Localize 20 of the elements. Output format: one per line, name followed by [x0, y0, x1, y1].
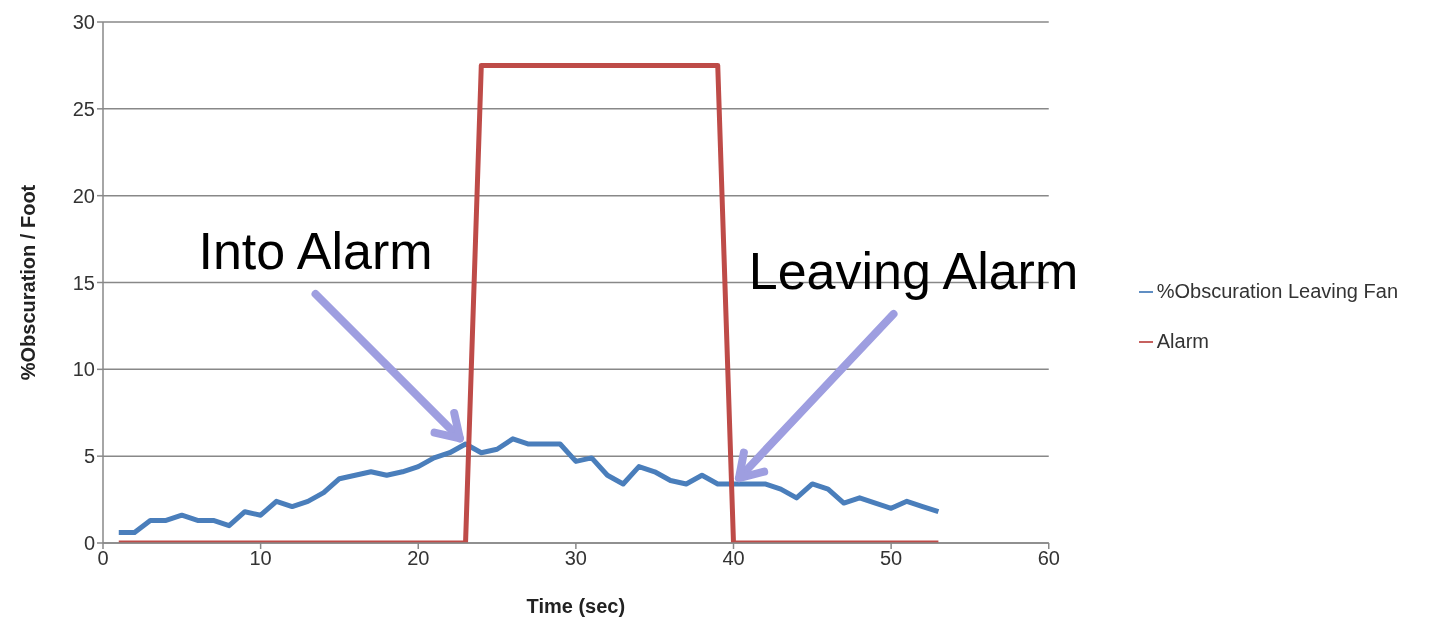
- x-tick-label: 20: [407, 547, 430, 570]
- y-tick-label: 30: [72, 11, 95, 34]
- x-axis-title: Time (sec): [526, 595, 626, 617]
- legend-label: %Obscuration Leaving Fan: [1156, 279, 1398, 302]
- legend-label: Alarm: [1156, 329, 1209, 352]
- annotation: Into Alarm: [198, 222, 433, 281]
- y-tick-label: 0: [83, 532, 95, 555]
- y-tick-label: 15: [72, 271, 95, 294]
- y-tick-label: 20: [72, 184, 95, 207]
- x-tick-label: 60: [1037, 547, 1060, 570]
- x-tick-label: 0: [97, 547, 109, 570]
- y-tick-label: 25: [72, 97, 95, 120]
- y-tick-label: 5: [83, 445, 95, 468]
- x-tick-label: 50: [880, 547, 903, 570]
- x-tick-label: 10: [249, 547, 272, 570]
- annotation: Leaving Alarm: [748, 241, 1079, 300]
- x-tick-label: 30: [564, 547, 587, 570]
- y-tick-label: 10: [72, 358, 95, 381]
- y-axis-title: %Obscuration / Foot: [17, 184, 40, 381]
- x-tick-label: 40: [722, 547, 745, 570]
